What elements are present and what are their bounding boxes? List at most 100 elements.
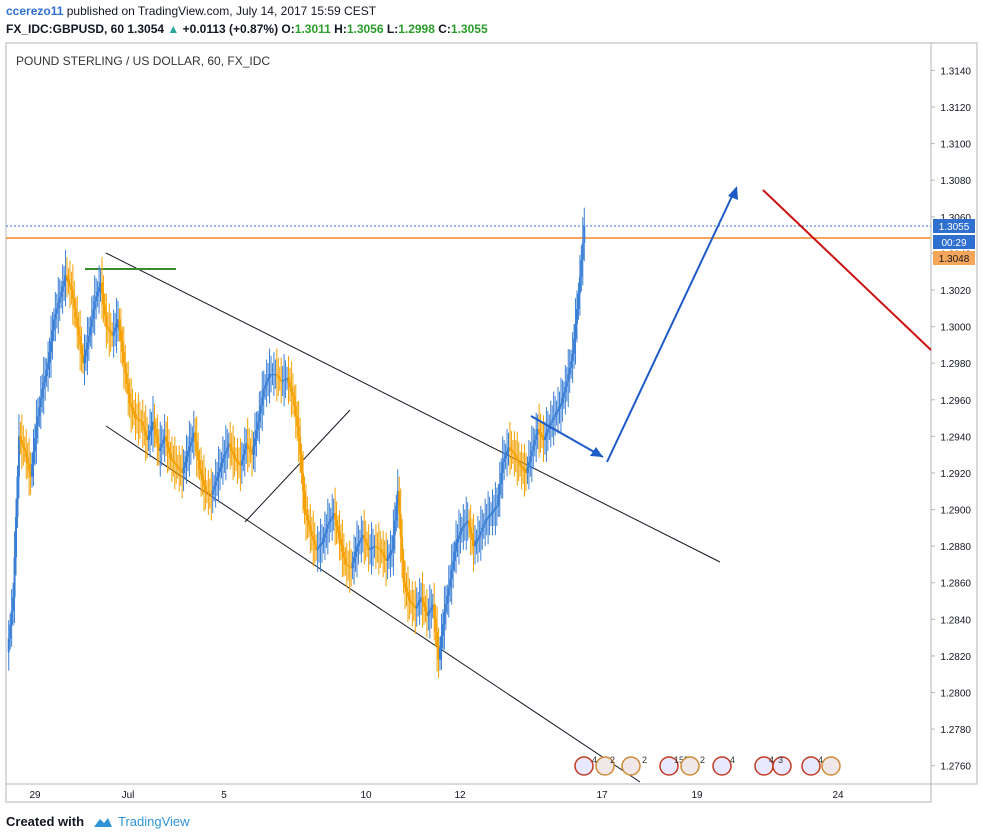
candles	[7, 207, 586, 678]
candle-body	[299, 436, 302, 455]
candle-body	[573, 338, 576, 355]
candle-body	[17, 436, 20, 477]
event-icon-gb[interactable]	[712, 756, 732, 776]
candle-body	[367, 546, 370, 550]
candle-body	[242, 454, 245, 461]
candle-body	[7, 638, 10, 653]
candle-body	[434, 618, 437, 633]
candle-body	[313, 540, 316, 546]
candle-body	[357, 543, 360, 547]
event-icon-gb[interactable]	[772, 756, 792, 776]
open-label: O:	[281, 22, 295, 36]
candle-body	[52, 319, 55, 331]
candle-body	[293, 396, 296, 407]
author-link[interactable]: ccerezo11	[6, 4, 64, 18]
candle-body	[48, 352, 51, 364]
candle-body	[519, 462, 522, 466]
candle-body	[160, 443, 163, 448]
candle-body	[103, 304, 106, 316]
candle-body	[457, 535, 460, 539]
price-tick-label: 1.2900	[940, 506, 971, 517]
candle-body	[469, 526, 472, 534]
candle-body	[20, 440, 23, 444]
candle-body	[93, 300, 96, 310]
candle-body	[13, 557, 16, 598]
candle-body	[498, 483, 501, 495]
candle-body	[351, 562, 354, 569]
candle-body	[344, 558, 347, 565]
candle-body	[278, 377, 281, 380]
high-value: 1.3056	[346, 22, 384, 36]
candle-body	[143, 426, 146, 431]
event-icons[interactable]: 4 2 2 155 2 4 4 3 4	[574, 755, 841, 776]
channel-upper-line[interactable]	[105, 252, 721, 563]
price-tick-label: 1.2980	[940, 359, 971, 370]
candle-body	[115, 323, 118, 328]
candle-body	[382, 552, 385, 556]
candle-body	[38, 407, 41, 417]
price-axis[interactable]	[930, 42, 978, 785]
candle-body	[100, 282, 103, 294]
event-icon-count: 2	[700, 755, 705, 765]
candle-body	[433, 604, 436, 619]
time-axis[interactable]	[5, 783, 932, 803]
candle-body	[258, 413, 261, 422]
candle-body	[441, 623, 444, 636]
candle-body	[510, 449, 513, 452]
candle-body	[176, 465, 179, 468]
candle-body	[312, 536, 315, 541]
candle-body	[146, 435, 149, 441]
candle-body	[253, 438, 256, 447]
candle-body	[256, 421, 259, 430]
price-tick-label: 1.3080	[940, 176, 971, 187]
candle-body	[492, 509, 495, 512]
candle-body	[15, 516, 18, 558]
candle-body	[371, 547, 374, 549]
candle-body	[460, 527, 463, 532]
event-icon-us[interactable]	[621, 756, 641, 776]
candle-body	[325, 528, 328, 534]
chart-title: POUND STERLING / US DOLLAR, 60, FX_IDC	[16, 54, 270, 68]
candle-body	[405, 587, 408, 592]
candle-body	[522, 467, 525, 470]
candle-body	[555, 411, 558, 415]
candle-body	[420, 597, 423, 601]
candle-body	[236, 460, 239, 462]
price-tick-label: 1.2960	[940, 396, 971, 407]
candle-body	[134, 414, 137, 419]
candle-body	[447, 587, 450, 596]
channel-lower-line[interactable]	[105, 425, 641, 783]
event-icon-count: 2	[610, 755, 615, 765]
red-trend-line[interactable]	[762, 189, 932, 351]
candle-body	[551, 419, 554, 423]
candle-body	[494, 507, 497, 510]
tradingview-link[interactable]: TradingView	[92, 814, 190, 829]
candle-body	[221, 458, 224, 463]
candle-body	[303, 491, 306, 510]
event-icon-us[interactable]	[821, 756, 841, 776]
blue-projection-path-up[interactable]	[606, 191, 735, 463]
event-icon-us[interactable]	[680, 756, 700, 776]
candle-body	[318, 546, 321, 548]
candle-body	[61, 286, 64, 292]
blue-projection-path[interactable]	[530, 415, 604, 458]
candle-body	[26, 457, 29, 464]
candle-body	[230, 447, 233, 452]
candle-body	[140, 420, 143, 422]
candle-body	[220, 462, 223, 468]
price-tick-label: 1.2820	[940, 652, 971, 663]
event-icon-gb[interactable]	[574, 756, 594, 776]
event-icon-gb[interactable]	[801, 756, 821, 776]
candle-body	[304, 509, 307, 516]
candle-body	[95, 296, 98, 301]
inner-trend-line[interactable]	[244, 409, 351, 523]
candle-body	[211, 490, 214, 495]
candle-body	[80, 344, 83, 355]
event-icon-us[interactable]	[595, 756, 615, 776]
candle-body	[9, 624, 12, 639]
candle-body	[76, 317, 79, 327]
candle-body	[580, 259, 583, 277]
event-icon-gb[interactable]	[659, 756, 679, 776]
candle-body	[326, 524, 329, 529]
